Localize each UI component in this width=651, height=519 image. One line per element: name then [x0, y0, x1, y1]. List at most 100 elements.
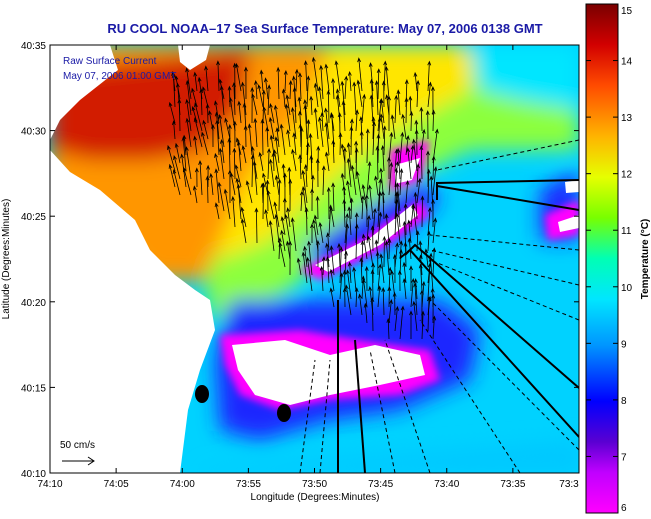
- current-vector: [171, 73, 176, 108]
- current-vector: [413, 282, 418, 316]
- current-vector: [290, 106, 297, 140]
- current-vector: [399, 248, 403, 276]
- land-north: [50, 45, 118, 140]
- current-vector: [418, 263, 423, 292]
- current-vector: [355, 170, 363, 204]
- current-vector: [240, 206, 247, 228]
- current-vector: [394, 148, 399, 172]
- current-vector: [258, 151, 264, 172]
- vector-scale-label: 50 cm/s: [60, 440, 95, 451]
- current-vector: [347, 206, 352, 236]
- current-vector: [413, 191, 418, 220]
- current-vector: [321, 256, 326, 276]
- current-vector: [372, 207, 377, 236]
- current-vector: [364, 194, 369, 228]
- current-vector: [381, 80, 386, 108]
- current-vector: [394, 242, 399, 268]
- current-vector: [324, 151, 330, 172]
- current-vector: [303, 60, 308, 92]
- current-vector: [384, 213, 390, 244]
- x-tick-label: 73:45: [368, 479, 393, 490]
- current-vector: [185, 146, 192, 180]
- x-tick-label: 74:00: [170, 479, 195, 490]
- current-vector: [387, 95, 391, 131]
- current-vector: [342, 269, 347, 292]
- current-vector: [402, 277, 407, 300]
- current-vector: [361, 93, 366, 124]
- current-vector: [331, 139, 336, 164]
- current-vector: [365, 128, 370, 164]
- current-vector: [379, 167, 385, 204]
- current-vector: [310, 223, 314, 243]
- current-vector: [345, 269, 352, 300]
- current-vector: [421, 310, 425, 340]
- current-vector: [382, 235, 387, 268]
- current-vector: [193, 71, 198, 92]
- current-vector: [241, 144, 247, 164]
- current-vector: [285, 94, 291, 116]
- current-vector: [280, 229, 286, 252]
- current-vector: [384, 65, 390, 100]
- current-vector: [297, 96, 302, 116]
- current-vector: [341, 100, 346, 132]
- current-vector: [309, 95, 314, 116]
- current-vector: [394, 305, 400, 332]
- colorbar-tick-label: 15: [621, 6, 633, 17]
- current-vector: [268, 116, 275, 140]
- current-vector: [227, 169, 232, 204]
- current-vector: [168, 163, 176, 188]
- current-vector: [396, 89, 401, 116]
- sst-south-edge: [200, 440, 579, 473]
- current-vector: [266, 189, 275, 220]
- current-vector: [250, 86, 255, 124]
- mask-east: [558, 215, 579, 232]
- current-vector: [354, 287, 359, 308]
- current-vector: [216, 60, 220, 92]
- current-vector: [372, 121, 376, 156]
- current-vector: [273, 201, 280, 228]
- current-vector: [428, 256, 434, 292]
- current-vector: [301, 169, 308, 204]
- current-vector: [401, 113, 407, 140]
- current-vector: [274, 213, 280, 244]
- current-vector: [331, 182, 336, 212]
- current-vector: [265, 126, 270, 148]
- current-vector: [416, 177, 422, 204]
- current-vector: [292, 132, 297, 156]
- current-vector: [274, 136, 280, 164]
- current-vector: [253, 117, 258, 148]
- current-vector: [431, 155, 436, 180]
- current-vector: [346, 142, 352, 172]
- current-vector: [407, 219, 412, 244]
- current-vector: [254, 79, 258, 100]
- current-vector: [349, 197, 354, 220]
- colorbar-tick-label: 9: [621, 339, 627, 350]
- current-vector: [306, 75, 311, 108]
- current-vector: [313, 82, 319, 108]
- current-vector: [395, 212, 401, 244]
- current-vector: [264, 208, 269, 228]
- current-vector: [329, 268, 335, 292]
- current-vector: [303, 245, 308, 268]
- current-vector: [377, 263, 382, 292]
- current-vector: [182, 166, 192, 196]
- current-vector: [412, 138, 418, 172]
- current-vector: [362, 278, 368, 308]
- current-vector: [217, 181, 225, 212]
- current-vector: [277, 178, 282, 212]
- current-vector: [408, 95, 413, 116]
- current-vector: [273, 104, 280, 132]
- current-vector: [352, 81, 357, 116]
- current-vector: [307, 240, 313, 276]
- current-vector: [303, 104, 308, 140]
- current-vector: [364, 265, 369, 292]
- current-vector: [209, 172, 214, 196]
- current-vector: [370, 297, 375, 332]
- current-vector: [370, 225, 375, 252]
- current-vector: [294, 68, 299, 92]
- current-vector: [278, 241, 286, 268]
- current-vector: [426, 230, 431, 252]
- current-vector: [377, 211, 383, 244]
- current-vector: [231, 195, 236, 228]
- current-vector: [328, 204, 333, 236]
